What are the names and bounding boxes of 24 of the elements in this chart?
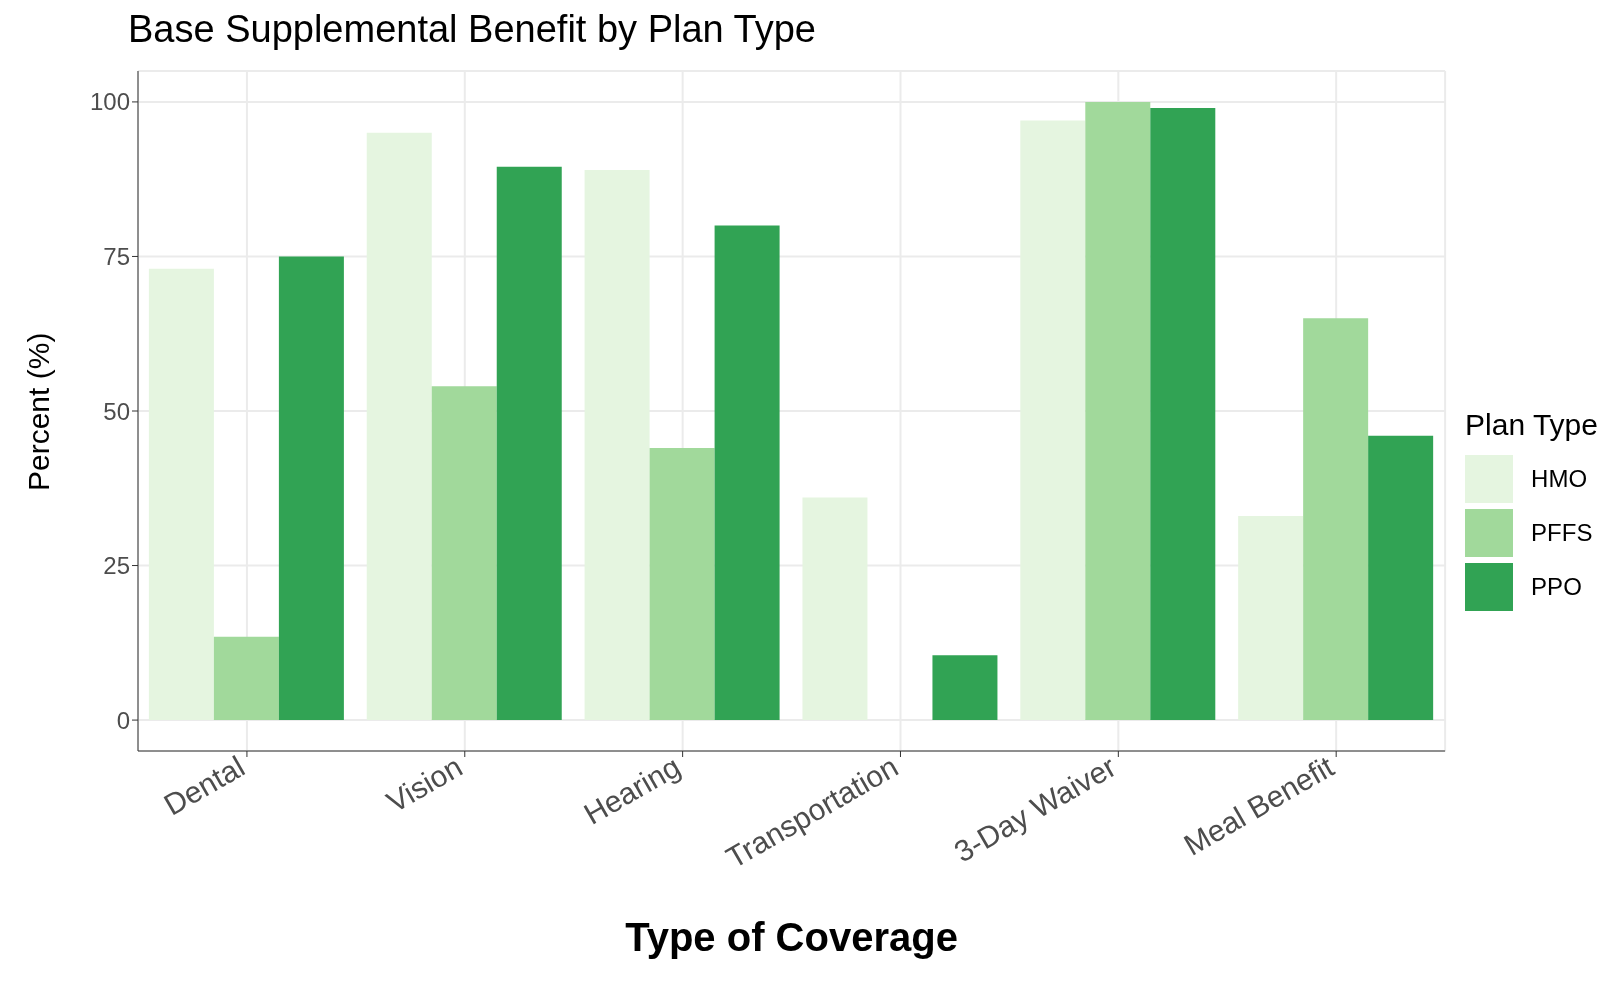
y-tick-label: 25 <box>103 552 130 580</box>
bar <box>932 655 998 721</box>
y-tick-label: 0 <box>116 706 130 734</box>
bar <box>1368 435 1434 721</box>
legend-label: PPO <box>1531 573 1582 601</box>
chart-title: Base Supplemental Benefit by Plan Type <box>128 8 817 51</box>
legend-title: Plan Type <box>1465 408 1598 442</box>
legend-label: HMO <box>1531 465 1588 493</box>
y-tick-label: 75 <box>103 242 130 270</box>
x-axis-title: Type of Coverage <box>625 915 958 959</box>
bar <box>1303 318 1369 721</box>
bar <box>1085 101 1151 721</box>
y-tick-label: 50 <box>103 397 130 425</box>
y-axis-title: Percent (%) <box>21 332 55 491</box>
legend-label: PFFS <box>1531 519 1593 547</box>
bar <box>496 166 562 721</box>
bar <box>1150 108 1216 721</box>
y-tick-label: 100 <box>89 88 130 116</box>
bar <box>649 448 715 721</box>
bar <box>431 386 497 721</box>
bar <box>213 636 279 721</box>
bar <box>278 256 344 721</box>
x-tick-label: Vision <box>380 749 468 819</box>
bar <box>714 225 780 721</box>
